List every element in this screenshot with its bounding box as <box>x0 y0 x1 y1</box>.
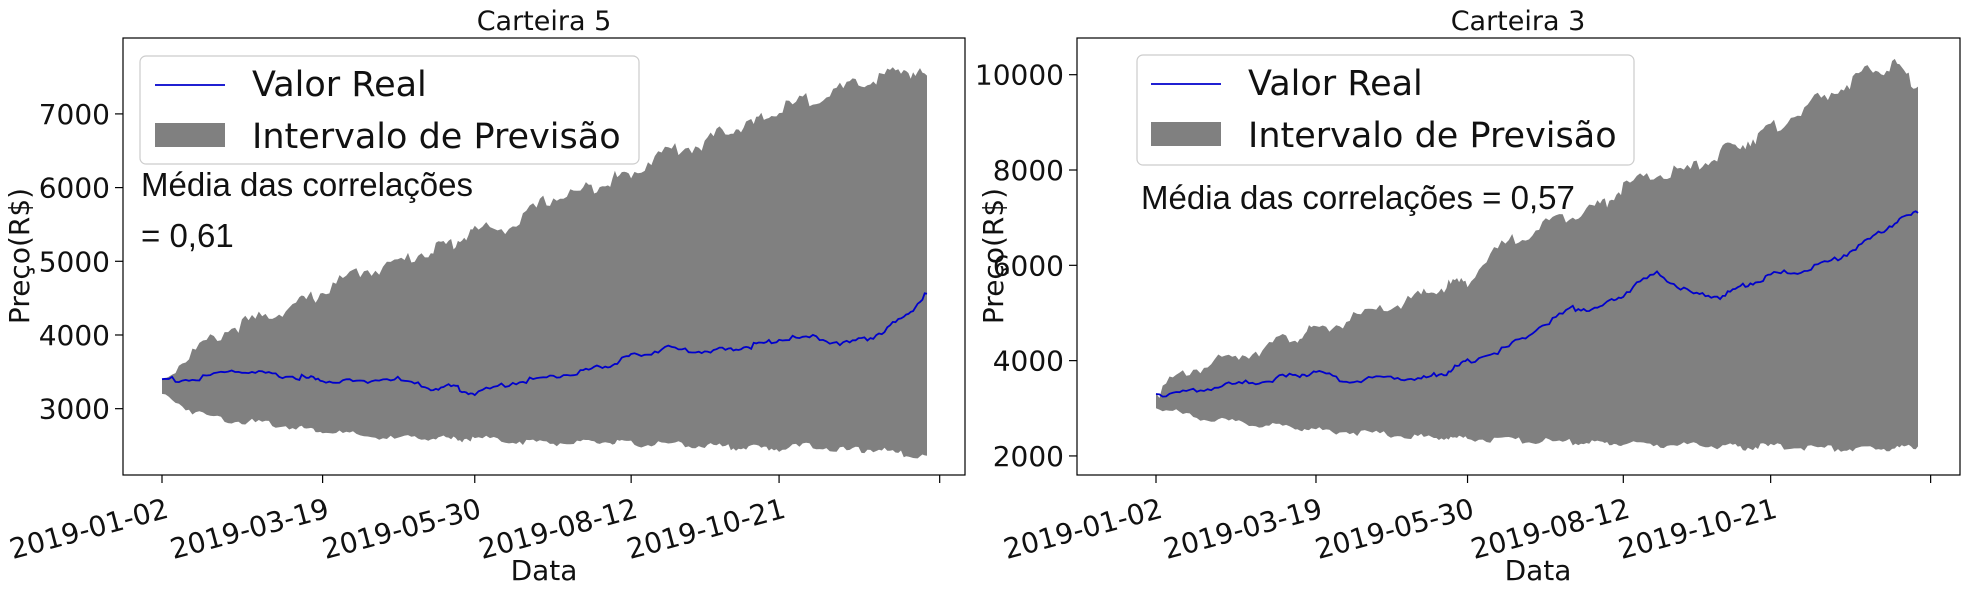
y-tick-label: 5000 <box>39 245 110 278</box>
legend-box <box>139 55 640 165</box>
y-tick-label: 2000 <box>993 440 1064 473</box>
x-tick-label: 2019-10-21 <box>1615 492 1781 566</box>
chart-panel-1: Carteira 5 3000 4000 5000 6000 7000 2019-01-… <box>3 6 966 587</box>
x-tick-label: 2019-05-30 <box>1312 492 1478 566</box>
legend-item-real: Valor Real <box>252 65 427 105</box>
x-tick-label: 2019-03-19 <box>1160 492 1326 566</box>
x-tick-label: 2019-10-21 <box>623 492 789 566</box>
x-tick-label: 2019-03-19 <box>167 492 333 566</box>
correlation-annotation: Média das correlações = 0,57 <box>1141 179 1575 216</box>
x-tick-label: 2019-05-30 <box>319 492 485 566</box>
y-tick-label: 8000 <box>993 154 1064 187</box>
chart-title: Carteira 3 <box>1451 6 1586 37</box>
y-axis: 3000 4000 5000 6000 7000 <box>39 98 123 426</box>
x-tick-label: 2019-01-02 <box>6 492 172 566</box>
legend-item-real: Valor Real <box>1248 64 1423 104</box>
y-tick-label: 3000 <box>39 393 110 426</box>
legend: Valor Real Intervalo de Previsão <box>139 55 640 165</box>
y-tick-label: 6000 <box>993 249 1064 282</box>
chart-title: Carteira 5 <box>477 6 612 37</box>
y-tick-label: 10000 <box>975 59 1064 92</box>
x-axis: 2019-01-022019-03-192019-05-302019-08-12… <box>1000 475 1932 566</box>
y-axis-label: Preço(R$) <box>3 188 36 324</box>
legend-item-interval: Intervalo de Previsão <box>1248 116 1617 156</box>
y-tick-label: 7000 <box>39 98 110 131</box>
legend-band-swatch <box>1151 122 1221 146</box>
y-axis-label: Preço(R$) <box>977 188 1010 324</box>
plot-frame <box>122 37 966 476</box>
plot-frame <box>1076 37 1961 476</box>
x-axis-label: Data <box>511 554 578 587</box>
x-tick-label: 2019-01-02 <box>1000 492 1166 566</box>
y-tick-label: 4000 <box>39 319 110 352</box>
y-axis: 2000 4000 6000 8000 10000 <box>975 59 1077 473</box>
prediction-interval-band <box>162 67 927 459</box>
y-tick-label: 4000 <box>993 345 1064 378</box>
legend-item-interval: Intervalo de Previsão <box>252 117 621 157</box>
correlation-annotation-line-2: = 0,61 <box>141 217 234 254</box>
legend-band-swatch <box>155 123 225 147</box>
chart-panel-2: Carteira 3 2000 4000 6000 8000 10000 2019-01… <box>975 6 1961 587</box>
x-axis-label: Data <box>1505 554 1572 587</box>
legend: Valor Real Intervalo de Previsão <box>1136 54 1635 166</box>
y-tick-label: 6000 <box>39 172 110 205</box>
x-axis: 2019-01-022019-03-192019-05-302019-08-12… <box>6 475 941 566</box>
legend-box <box>1136 54 1635 166</box>
correlation-annotation-line-1: Média das correlações <box>141 166 473 203</box>
real-value-line <box>1155 210 1919 398</box>
real-value-line <box>161 292 928 397</box>
prediction-interval-band <box>1156 58 1918 452</box>
